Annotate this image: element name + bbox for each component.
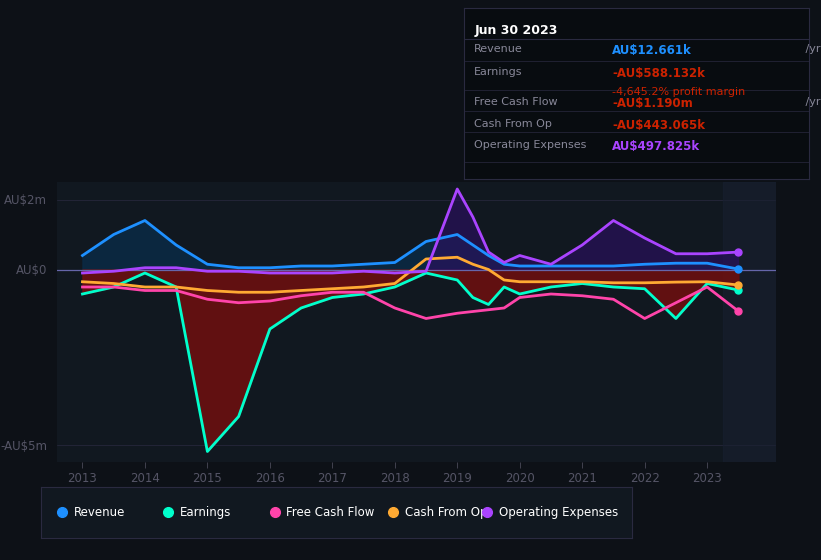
Text: AU$12.661k: AU$12.661k: [612, 44, 692, 57]
Text: Operating Expenses: Operating Expenses: [475, 140, 586, 150]
Bar: [722, 182, 776, 462]
Text: -4,645.2% profit margin: -4,645.2% profit margin: [612, 87, 745, 97]
Text: Free Cash Flow: Free Cash Flow: [475, 97, 557, 107]
Text: Revenue: Revenue: [475, 44, 523, 54]
Text: Revenue: Revenue: [74, 506, 125, 519]
Text: Free Cash Flow: Free Cash Flow: [287, 506, 374, 519]
Text: Cash From Op: Cash From Op: [475, 119, 552, 129]
Text: AU$497.825k: AU$497.825k: [612, 140, 700, 153]
Text: Cash From Op: Cash From Op: [405, 506, 487, 519]
Text: /yr: /yr: [802, 44, 820, 54]
Text: Jun 30 2023: Jun 30 2023: [475, 24, 557, 37]
Text: -AU$1.190m: -AU$1.190m: [612, 97, 693, 110]
Text: Earnings: Earnings: [475, 67, 523, 77]
Text: -AU$443.065k: -AU$443.065k: [612, 119, 705, 132]
Text: Operating Expenses: Operating Expenses: [499, 506, 618, 519]
Text: Earnings: Earnings: [180, 506, 232, 519]
Text: -AU$588.132k: -AU$588.132k: [612, 67, 705, 80]
Text: /yr: /yr: [802, 97, 820, 107]
